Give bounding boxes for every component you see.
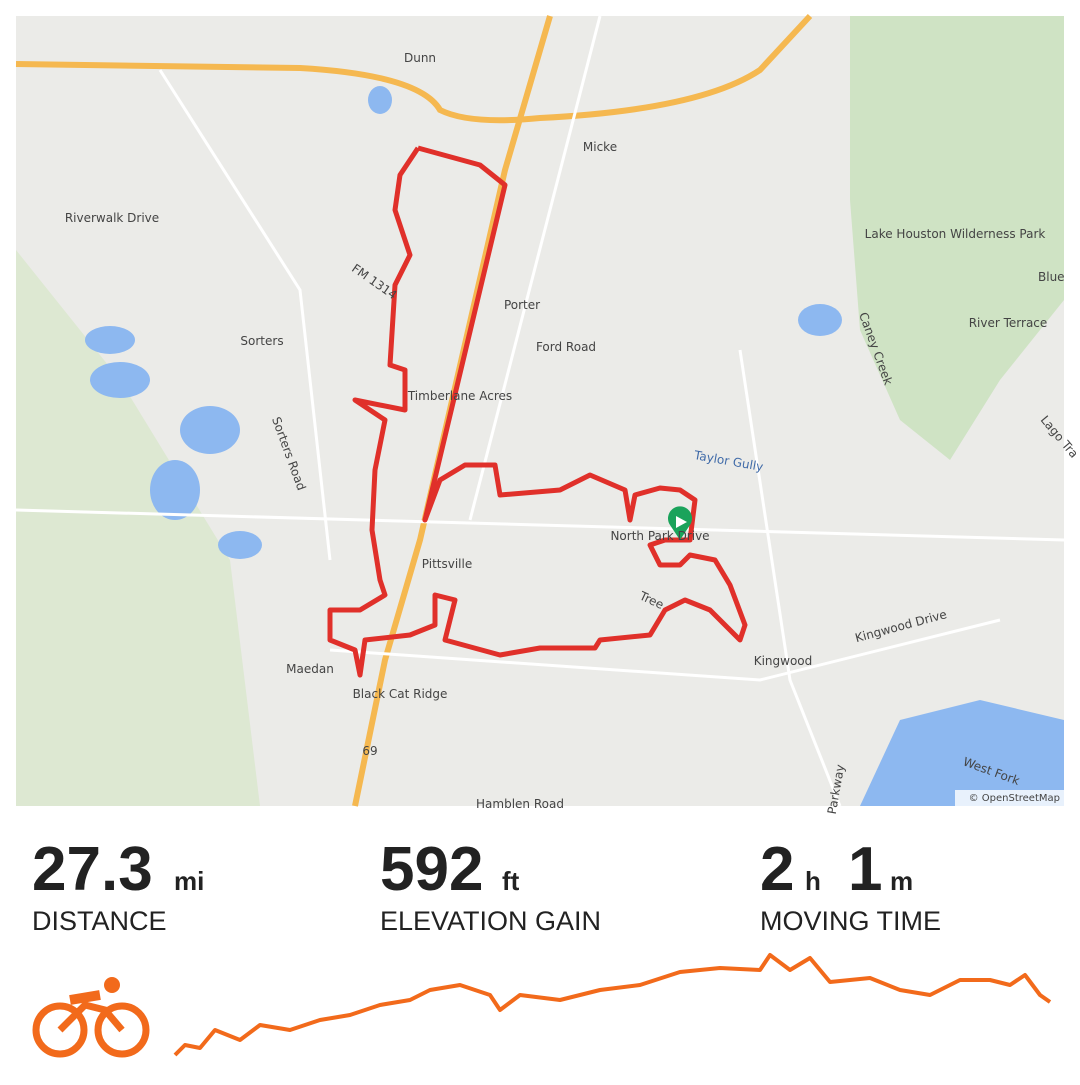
map-label: Maedan bbox=[286, 662, 334, 676]
stat-label: DISTANCE bbox=[32, 906, 167, 936]
map-label: North Park Drive bbox=[610, 529, 709, 543]
map-label: Ford Road bbox=[536, 340, 596, 354]
highways bbox=[15, 13, 813, 807]
stat-value: 27.3 bbox=[32, 835, 153, 904]
water bbox=[85, 86, 1064, 806]
map-label: Sorters bbox=[240, 334, 283, 348]
stat-unit: m bbox=[890, 866, 913, 896]
green-area bbox=[16, 250, 260, 806]
attribution-bg bbox=[955, 790, 1064, 806]
start-marker bbox=[667, 506, 693, 540]
map-label: Hamblen Road bbox=[476, 797, 564, 811]
elevation-profile bbox=[173, 953, 1052, 1057]
map-label: Lake Houston Wilderness Park bbox=[865, 227, 1046, 241]
map-label: Dunn bbox=[404, 51, 436, 65]
map-label: Blue bbox=[1038, 270, 1065, 284]
map-label: Porter bbox=[504, 298, 540, 312]
bike-icon bbox=[32, 977, 150, 1058]
park bbox=[850, 16, 1064, 460]
stat-label: ELEVATION GAIN bbox=[380, 906, 601, 936]
map-label: Timberlane Acres bbox=[407, 389, 512, 403]
stat-unit: h bbox=[805, 866, 821, 896]
map-label: Kingwood bbox=[754, 654, 813, 668]
stat-unit: mi bbox=[174, 866, 204, 896]
stat-value: 1 bbox=[848, 835, 882, 904]
stat-unit: ft bbox=[502, 866, 520, 896]
route bbox=[327, 145, 748, 678]
map-label: Micke bbox=[583, 140, 617, 154]
map: Dunn Micke Riverwalk Drive FM 1314 Porte… bbox=[15, 13, 1080, 815]
stat-value: 2 bbox=[760, 835, 794, 904]
attribution[interactable]: © OpenStreetMap bbox=[969, 793, 1060, 804]
stat-value: 592 bbox=[380, 835, 483, 904]
map-label: River Terrace bbox=[969, 316, 1048, 330]
map-label: Riverwalk Drive bbox=[65, 211, 159, 225]
stat-label: MOVING TIME bbox=[760, 906, 941, 936]
map-label: Black Cat Ridge bbox=[353, 687, 448, 701]
stats: 27.3 mi DISTANCE 592 ft ELEVATION GAIN 2… bbox=[32, 835, 941, 936]
roads bbox=[15, 15, 1065, 807]
map-label: Pittsville bbox=[422, 557, 472, 571]
map-label: 69 bbox=[362, 744, 377, 758]
